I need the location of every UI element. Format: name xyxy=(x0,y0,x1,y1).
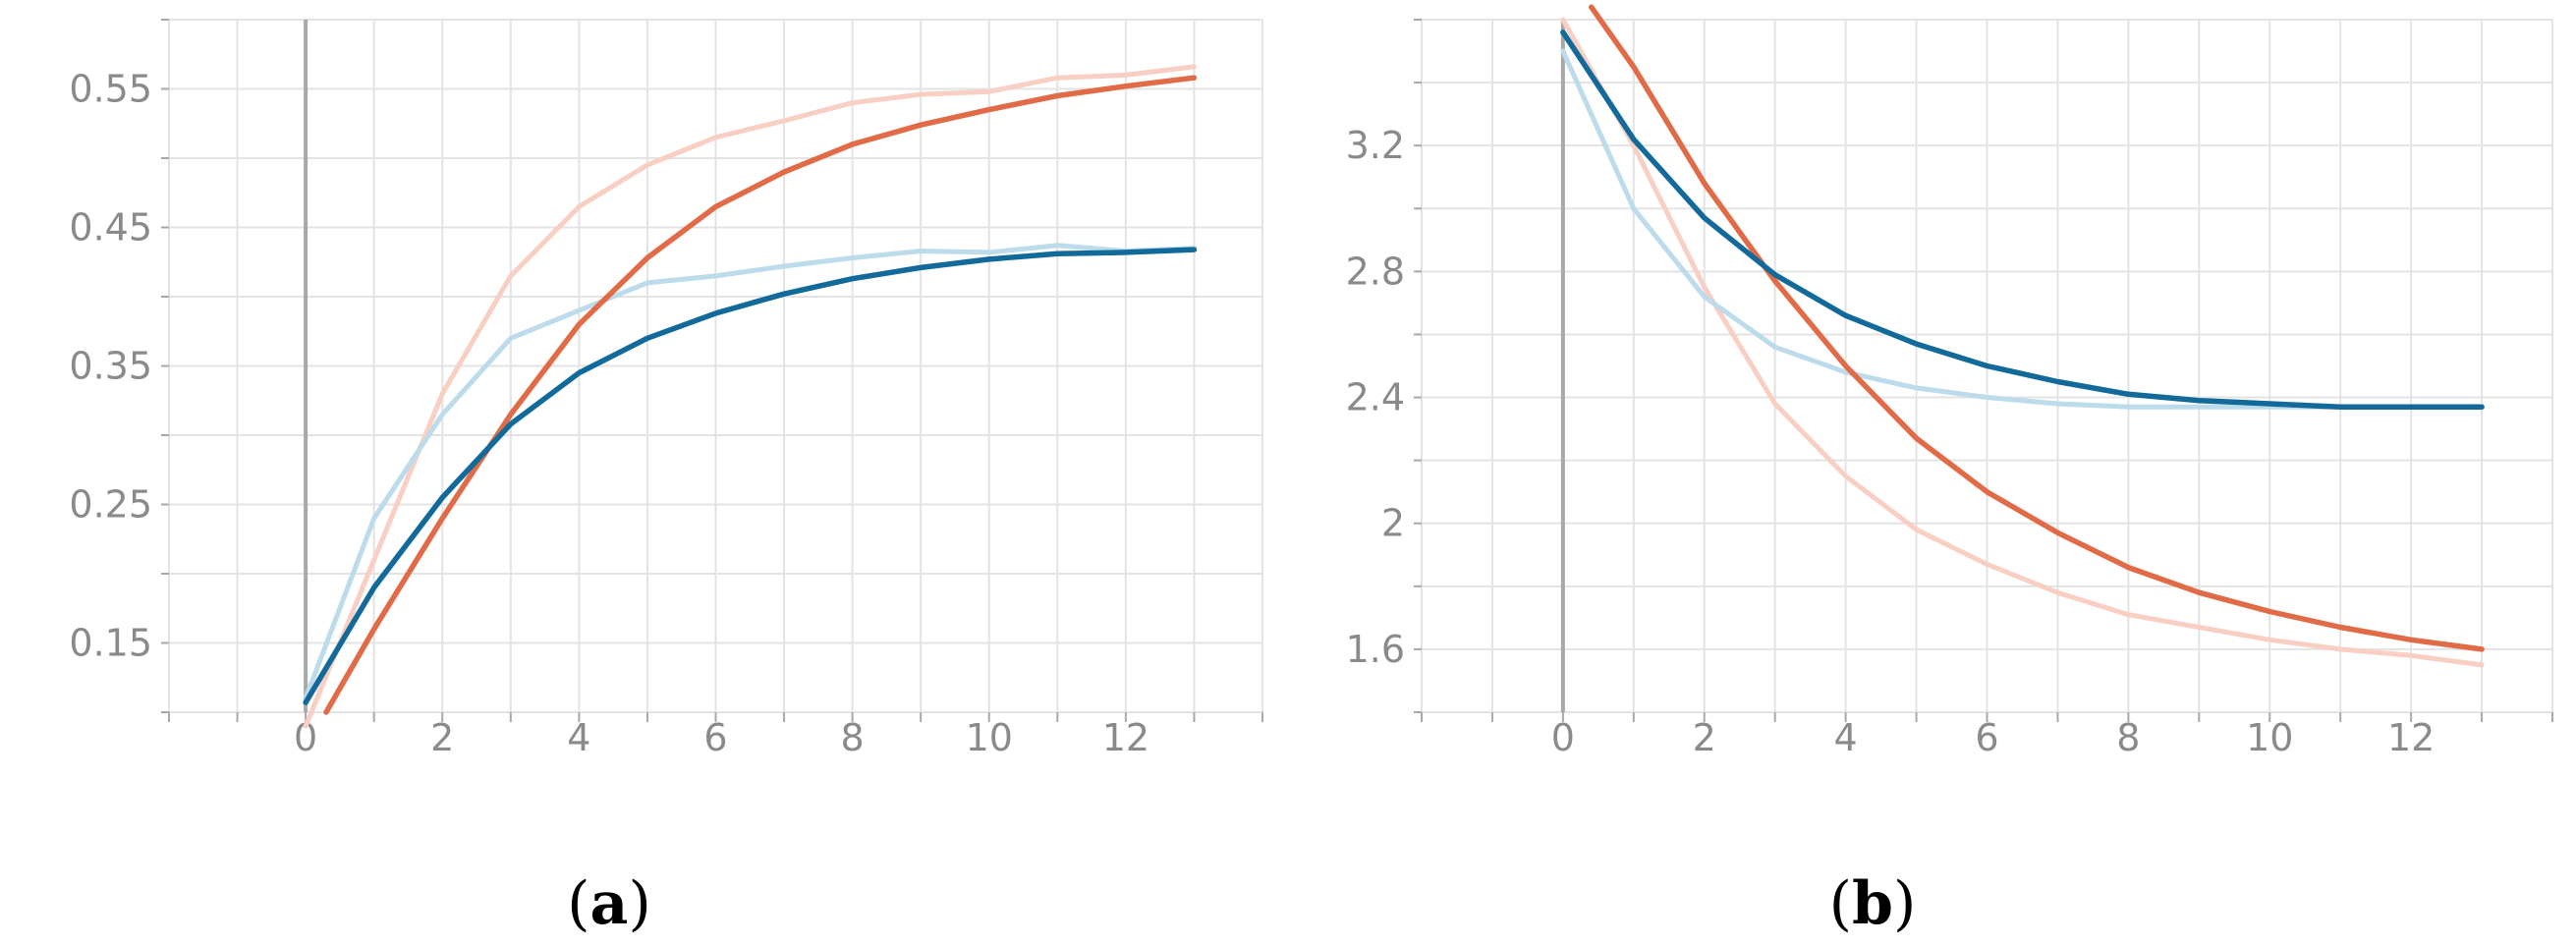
x-tick-label: 10 xyxy=(2246,716,2293,759)
y-tick-label: 2 xyxy=(1381,502,1405,545)
x-tick-label: 2 xyxy=(1693,716,1716,759)
x-tick-label: 2 xyxy=(430,716,454,759)
series-line-blue-raw xyxy=(1560,48,2485,410)
series-line-orange-raw xyxy=(303,64,1197,729)
x-tick-label: 8 xyxy=(841,716,865,759)
y-tick-label: 3.2 xyxy=(1346,124,1405,167)
x-tick-label: 12 xyxy=(2387,716,2435,759)
series-line-orange-raw xyxy=(1560,17,2485,668)
series-line-orange xyxy=(1588,4,2485,652)
panel-b-label: (b) xyxy=(1829,869,1917,938)
x-tick-label: 6 xyxy=(1975,716,1998,759)
y-tick-label: 2.4 xyxy=(1346,376,1405,419)
x-tick-label: 4 xyxy=(567,716,590,759)
x-tick-label: 0 xyxy=(1551,716,1575,759)
y-tick-label: 0.15 xyxy=(69,622,152,665)
series-line-orange xyxy=(323,75,1198,715)
y-tick-label: 0.25 xyxy=(69,483,152,527)
panel-b-chart: 1.6 2 2.4 2.8 3.2 0 2 4 6 8 10 12 xyxy=(1346,4,2553,759)
y-tick-label: 2.8 xyxy=(1346,250,1405,293)
y-tick-label: 1.6 xyxy=(1346,628,1405,671)
x-tick-label: 10 xyxy=(966,716,1013,759)
y-tick-label: 0.55 xyxy=(69,68,152,111)
x-tick-label: 4 xyxy=(1834,716,1858,759)
panel-a-label: (a) xyxy=(567,869,651,938)
x-tick-label: 12 xyxy=(1102,716,1149,759)
series-line-blue-raw xyxy=(303,243,1197,701)
panel-a-chart: 0.150.250.350.450.550 2 4 6 8 10 12 xyxy=(69,19,1263,759)
x-tick-label: 8 xyxy=(2116,716,2140,759)
series-line-blue xyxy=(1560,29,2485,410)
y-tick-label: 0.35 xyxy=(69,345,152,388)
y-tick-label: 0.45 xyxy=(69,206,152,250)
x-tick-label: 6 xyxy=(703,716,727,759)
series-line-blue xyxy=(303,247,1198,705)
